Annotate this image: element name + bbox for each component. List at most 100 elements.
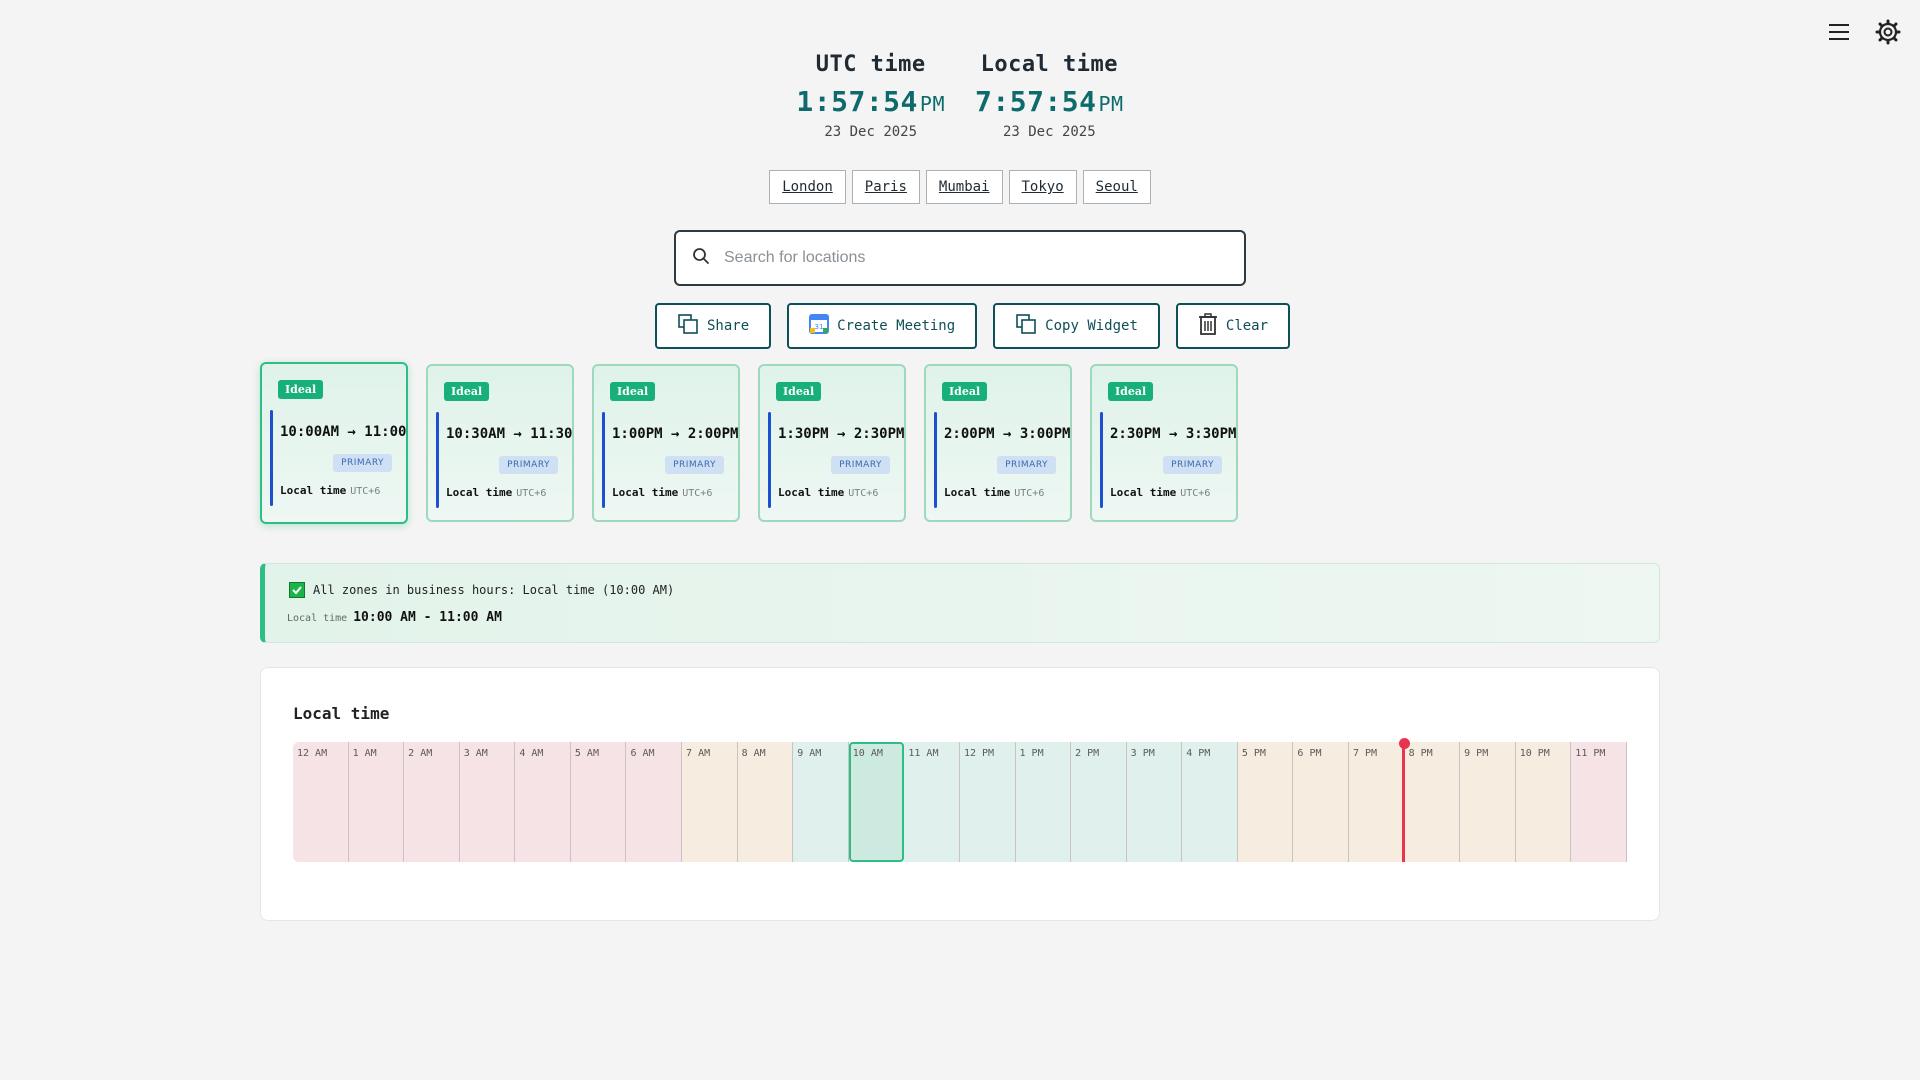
share-button[interactable]: Share xyxy=(655,303,772,349)
city-link-paris[interactable]: Paris xyxy=(851,170,920,204)
hour-cell[interactable]: 2 AM xyxy=(404,742,460,862)
banner-range: 10:00 AM - 11:00 AM xyxy=(353,610,502,625)
share-icon xyxy=(677,313,699,339)
copy-widget-button[interactable]: Copy Widget xyxy=(993,303,1160,349)
slot-zone: Local time UTC+6 xyxy=(446,486,546,499)
hour-label: 3 AM xyxy=(463,748,488,759)
calendar-icon: 31 xyxy=(809,314,830,338)
slot-zone-name: Local time xyxy=(280,484,347,497)
primary-tag: PRIMARY xyxy=(333,454,392,472)
slot-accent-bar xyxy=(934,412,937,508)
hour-cell[interactable]: 10 PM xyxy=(1515,742,1572,862)
primary-tag: PRIMARY xyxy=(1163,456,1222,474)
quick-city-list: London Paris Mumbai Tokyo Seoul xyxy=(0,170,1920,204)
slot-offset: UTC+6 xyxy=(350,486,381,497)
clock-date: 23 Dec 2025 xyxy=(824,124,918,140)
copy-widget-label: Copy Widget xyxy=(1045,318,1138,334)
hour-cell[interactable]: 4 PM xyxy=(1182,742,1238,862)
create-meeting-button[interactable]: 31 Create Meeting xyxy=(787,303,978,349)
hour-label: 12 AM xyxy=(297,748,328,759)
hour-cell[interactable]: 1 AM xyxy=(348,742,405,862)
slot-zone-name: Local time xyxy=(778,486,845,499)
hour-label: 11 AM xyxy=(908,748,939,759)
city-link-london[interactable]: London xyxy=(769,170,846,204)
gear-icon[interactable] xyxy=(1874,18,1902,46)
hour-cell[interactable]: 2 PM xyxy=(1071,742,1127,862)
slot-accent-bar xyxy=(768,412,771,508)
trash-icon xyxy=(1198,313,1218,339)
hour-cell[interactable]: 9 PM xyxy=(1460,742,1516,862)
search-input[interactable] xyxy=(724,249,1204,267)
hour-label: 7 PM xyxy=(1352,748,1378,759)
slot-offset: UTC+6 xyxy=(1014,488,1045,499)
slot-zone: Local time UTC+6 xyxy=(778,486,878,499)
clock-panel: UTC time 1:57:54 PM 23 Dec 2025 Local tim… xyxy=(0,52,1920,140)
city-link-mumbai[interactable]: Mumbai xyxy=(925,170,1003,204)
slot-card[interactable]: Ideal 2:00PM → 3:00PM PRIMARY Local time… xyxy=(924,364,1072,522)
banner-zone-label: Local time xyxy=(287,613,348,624)
hour-cell[interactable]: 12 AM xyxy=(293,742,349,862)
slot-range: 10:00AM → 11:00AM xyxy=(280,424,406,440)
primary-tag: PRIMARY xyxy=(831,456,890,474)
ideal-badge: Ideal xyxy=(610,382,656,401)
slot-offset: UTC+6 xyxy=(848,488,879,499)
hour-cell[interactable]: 7 PM xyxy=(1348,742,1405,862)
hour-label: 5 AM xyxy=(574,748,599,759)
hour-label: 6 AM xyxy=(630,748,655,759)
slot-accent-bar xyxy=(1100,412,1103,508)
hour-label: 9 AM xyxy=(797,748,822,759)
slot-range: 1:00PM → 2:00PM xyxy=(612,426,738,442)
hour-cell[interactable]: 4 AM xyxy=(515,742,571,862)
hour-cell[interactable]: 8 AM xyxy=(737,742,794,862)
hour-cell[interactable]: 3 PM xyxy=(1126,742,1183,862)
hour-cell[interactable]: 6 AM xyxy=(626,742,683,862)
clock-time-value: 1:57:54 xyxy=(796,85,918,118)
clock-time-value: 7:57:54 xyxy=(975,85,1097,118)
slot-zone: Local time UTC+6 xyxy=(612,486,712,499)
slot-offset: UTC+6 xyxy=(516,488,547,499)
clear-button[interactable]: Clear xyxy=(1175,303,1291,349)
hour-cell[interactable]: 8 PM xyxy=(1404,742,1461,862)
hour-label: 8 AM xyxy=(741,748,766,759)
hour-cell[interactable]: 1 PM xyxy=(1015,742,1072,862)
slot-card[interactable]: Ideal 2:30PM → 3:30PM PRIMARY Local time… xyxy=(1090,364,1238,522)
city-link-seoul[interactable]: Seoul xyxy=(1082,170,1151,204)
header-icons xyxy=(1826,18,1902,46)
search-icon xyxy=(692,247,710,269)
slot-card[interactable]: Ideal 10:30AM → 11:30AM PRIMARY Local ti… xyxy=(426,364,574,522)
ideal-badge: Ideal xyxy=(942,382,988,401)
slot-card[interactable]: Ideal 1:00PM → 2:00PM PRIMARY Local time… xyxy=(592,364,740,522)
clock-ampm: PM xyxy=(919,92,945,116)
business-hours-banner: All zones in business hours: Local time … xyxy=(260,563,1660,643)
banner-range-row: Local time 10:00 AM - 11:00 AM xyxy=(287,610,502,625)
hour-label: 8 PM xyxy=(1408,748,1433,759)
hour-cell[interactable]: 3 AM xyxy=(459,742,516,862)
slot-card[interactable]: Ideal 10:00AM → 11:00AM PRIMARY Local ti… xyxy=(260,362,408,524)
hour-cell[interactable]: 5 PM xyxy=(1237,742,1294,862)
slot-range: 10:30AM → 11:30AM xyxy=(446,426,572,442)
hour-label: 6 PM xyxy=(1297,748,1322,759)
hour-cell[interactable]: 12 PM xyxy=(959,742,1016,862)
clock-ampm: PM xyxy=(1098,92,1124,116)
hour-cell[interactable]: 11 AM xyxy=(904,742,960,862)
slot-zone: Local time UTC+6 xyxy=(280,484,380,497)
hour-cell[interactable]: 5 AM xyxy=(570,742,627,862)
hour-cell[interactable]: 11 PM xyxy=(1571,742,1627,862)
hour-label: 4 PM xyxy=(1186,748,1211,759)
slot-card[interactable]: Ideal 1:30PM → 2:30PM PRIMARY Local time… xyxy=(758,364,906,522)
hour-label: 10 AM xyxy=(852,748,883,759)
hamburger-menu-icon[interactable] xyxy=(1826,18,1854,46)
ideal-badge: Ideal xyxy=(776,382,822,401)
primary-tag: PRIMARY xyxy=(997,456,1056,474)
clock-label: UTC time xyxy=(815,52,926,77)
city-link-tokyo[interactable]: Tokyo xyxy=(1008,170,1077,204)
hour-cell[interactable]: 6 PM xyxy=(1293,742,1349,862)
ideal-badge: Ideal xyxy=(278,380,324,399)
hour-label: 12 PM xyxy=(963,748,995,759)
slot-zone-name: Local time xyxy=(612,486,679,499)
slot-zone-name: Local time xyxy=(1110,486,1177,499)
hour-cell[interactable]: 10 AM xyxy=(848,742,905,862)
hour-cell[interactable]: 9 AM xyxy=(793,742,849,862)
clear-label: Clear xyxy=(1225,318,1269,334)
hour-cell[interactable]: 7 AM xyxy=(682,742,738,862)
